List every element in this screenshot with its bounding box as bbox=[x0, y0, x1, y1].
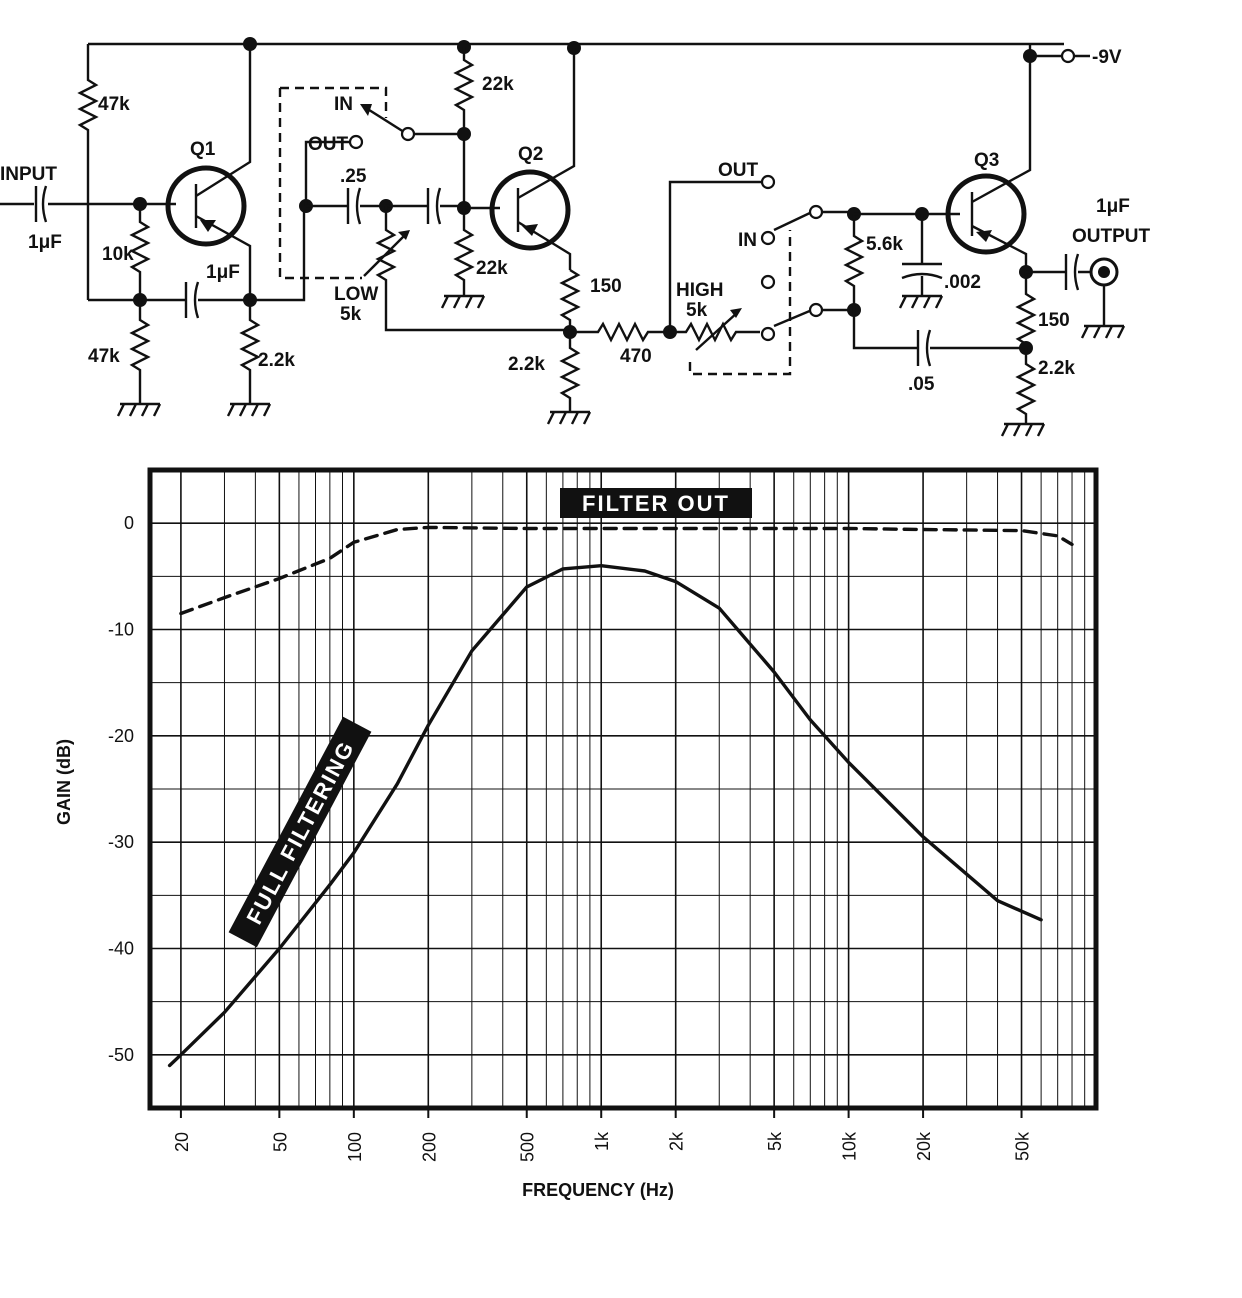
x-tick-label: 5k bbox=[765, 1131, 785, 1151]
series-line-full-filtering bbox=[167, 564, 1043, 1068]
r-2-2k-q3-label: 2.2k bbox=[1038, 358, 1075, 379]
y-tick-label: -20 bbox=[108, 726, 134, 746]
q3-label: Q3 bbox=[974, 150, 999, 171]
x-axis-ticks: 20 50 100 200 500 1k 2k 5k 10k 20k 50k bbox=[172, 1108, 1033, 1162]
x-tick-label: 2k bbox=[667, 1131, 687, 1151]
r-47k-top-label: 47k bbox=[98, 94, 130, 115]
x-axis-title: FREQUENCY (Hz) bbox=[522, 1180, 674, 1200]
q1-label: Q1 bbox=[190, 139, 216, 160]
c-05-label: .05 bbox=[908, 374, 935, 395]
sw2-in-label: IN bbox=[738, 230, 757, 251]
pot-low-label: LOW bbox=[334, 284, 378, 305]
y-tick-label: -30 bbox=[108, 832, 134, 852]
r-22k-top-label: 22k bbox=[482, 74, 514, 95]
r-2-2k-q1-label: 2.2k bbox=[258, 350, 295, 371]
r-10k-label: 10k bbox=[102, 244, 134, 265]
sw1-out-label: OUT bbox=[308, 134, 349, 155]
plot-frame bbox=[147, 467, 1099, 1111]
frequency-response-chart: 20 50 100 200 500 1k 2k 5k 10k 20k 50k 0 -10 -20 -30 -… bbox=[54, 467, 1099, 1200]
x-tick-label: 100 bbox=[345, 1132, 365, 1162]
y-axis-ticks: 0 -10 -20 -30 -40 -50 bbox=[108, 513, 134, 1065]
r-470-label: 470 bbox=[620, 346, 652, 367]
y-tick-label: -50 bbox=[108, 1045, 134, 1065]
y-tick-label: 0 bbox=[124, 513, 134, 533]
output-jack bbox=[1098, 266, 1110, 278]
r-47k-bottom-label: 47k bbox=[88, 346, 120, 367]
pot-high-value: 5k bbox=[686, 300, 708, 321]
r-22k-bottom-label: 22k bbox=[476, 258, 508, 279]
c-q1-label: 1μF bbox=[206, 262, 240, 283]
x-tick-label: 50k bbox=[1013, 1131, 1033, 1161]
chart-grid bbox=[150, 469, 1097, 1109]
x-tick-label: 20 bbox=[172, 1132, 192, 1152]
pot-low-value: 5k bbox=[340, 304, 362, 325]
pot-high-label: HIGH bbox=[676, 280, 724, 301]
x-tick-label: 500 bbox=[518, 1132, 538, 1162]
r-150-q3-label: 150 bbox=[1038, 310, 1070, 331]
x-tick-label: 50 bbox=[270, 1132, 290, 1152]
c-in-label: 1μF bbox=[28, 232, 62, 253]
r-2-2k-q2-label: 2.2k bbox=[508, 354, 545, 375]
schematic: -9V INPUT 1μF 47k 10k 1μF 47k Q1 2.2k bbox=[0, 37, 1151, 437]
x-tick-label: 20k bbox=[914, 1131, 934, 1161]
x-tick-label: 10k bbox=[840, 1131, 860, 1161]
supply-label: -9V bbox=[1092, 47, 1122, 68]
sw2-out-label: OUT bbox=[718, 160, 759, 181]
x-tick-label: 1k bbox=[592, 1131, 612, 1151]
x-tick-label: 200 bbox=[419, 1132, 439, 1162]
sw1-in-label: IN bbox=[334, 94, 353, 115]
filter-out-badge: FILTER OUT bbox=[560, 488, 752, 518]
c-025-label: .25 bbox=[340, 166, 367, 187]
output-cap-label: 1μF bbox=[1096, 196, 1130, 217]
q2-label: Q2 bbox=[518, 144, 543, 165]
series-layer bbox=[167, 525, 1074, 1068]
filter-out-label: FILTER OUT bbox=[582, 491, 730, 516]
y-tick-label: -40 bbox=[108, 939, 134, 959]
c-002-label: .002 bbox=[944, 272, 981, 293]
r-150-q2-label: 150 bbox=[590, 276, 622, 297]
y-axis-title: GAIN (dB) bbox=[54, 739, 74, 825]
full-filtering-label: FULL FILTERING bbox=[241, 736, 359, 928]
input-label: INPUT bbox=[0, 164, 57, 185]
output-label: OUTPUT bbox=[1072, 226, 1151, 247]
full-filtering-badge: FULL FILTERING bbox=[228, 716, 372, 948]
y-tick-label: -10 bbox=[108, 620, 134, 640]
supply-terminal bbox=[1060, 48, 1076, 64]
series-line-filter-out bbox=[179, 525, 1074, 616]
r-5-6k-label: 5.6k bbox=[866, 234, 903, 255]
plot-border bbox=[147, 467, 1099, 1111]
